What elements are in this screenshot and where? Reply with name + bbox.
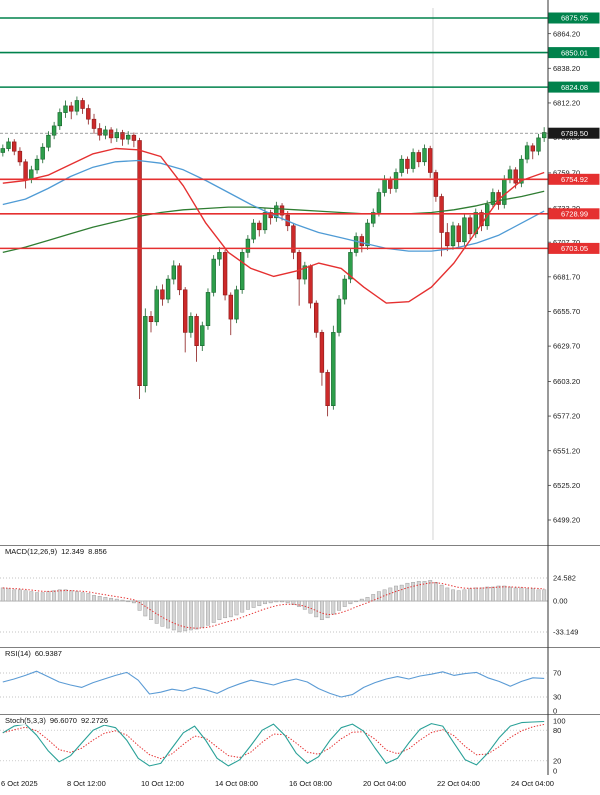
svg-text:6850.01: 6850.01 [561, 48, 588, 57]
svg-text:6824.08: 6824.08 [561, 83, 588, 92]
svg-text:6838.20: 6838.20 [553, 64, 580, 73]
svg-text:6728.99: 6728.99 [561, 210, 588, 219]
rsi-value: 60.9387 [34, 649, 62, 658]
svg-text:6577.20: 6577.20 [553, 412, 580, 421]
svg-text:6525.20: 6525.20 [553, 481, 580, 490]
time-axis-label: 6 Oct 2025 [1, 779, 38, 788]
time-axis-label: 10 Oct 12:00 [141, 779, 184, 788]
rsi-name: RSI(14) [5, 649, 31, 658]
macd-name: MACD(12,26,9) [5, 547, 58, 556]
svg-text:30: 30 [553, 693, 561, 702]
ma-fast-line [2, 147, 545, 304]
current-price-tag: 6789.50 [548, 127, 600, 139]
time-axis-label: 8 Oct 12:00 [67, 779, 106, 788]
macd-signal-line [2, 582, 545, 629]
macd-histogram [0, 580, 547, 633]
candles-layer [0, 96, 547, 417]
svg-text:6629.70: 6629.70 [553, 342, 580, 351]
macd-panel-canvas[interactable]: 24.582 0.00 -33.149 [0, 545, 600, 647]
time-axis-label: 20 Oct 04:00 [363, 779, 406, 788]
macd-indicator-label: MACD(12,26,9) 12.349 8.856 [3, 547, 109, 556]
stoch-indicator-label: Stoch(5,3,3) 96.6070 92.2726 [3, 716, 111, 725]
macd-grid: 24.582 0.00 -33.149 [0, 574, 578, 637]
svg-text:6707.70: 6707.70 [553, 238, 580, 247]
price-chart-canvas[interactable]: 6864.206838.206812.206786.206759.706733.… [0, 0, 600, 545]
stoch-k-value: 96.6070 [49, 716, 77, 725]
svg-text:6603.20: 6603.20 [553, 377, 580, 386]
price-axis-ticks: 6864.206838.206812.206786.206759.706733.… [548, 29, 580, 525]
stoch-d-line [2, 723, 545, 760]
svg-text:6655.70: 6655.70 [553, 307, 580, 316]
time-axis-label: 24 Oct 04:00 [511, 779, 554, 788]
resistance-price-tag: 6875.95 [548, 12, 600, 24]
svg-text:80: 80 [553, 726, 561, 735]
resistance-price-tag: 6824.08 [548, 81, 600, 93]
svg-text:24.582: 24.582 [553, 574, 576, 583]
svg-text:6681.70: 6681.70 [553, 272, 580, 281]
rsi-indicator-label: RSI(14) 60.9387 [3, 649, 64, 658]
svg-text:6759.70: 6759.70 [553, 168, 580, 177]
support-lines [0, 178, 548, 250]
stoch-name: Stoch(5,3,3) [5, 716, 46, 725]
rsi-panel-canvas[interactable]: 70 30 0 [0, 647, 600, 714]
support-price-tag: 6754.92 [548, 173, 600, 185]
svg-text:0.00: 0.00 [553, 597, 568, 606]
macd-main-value: 12.349 [61, 547, 85, 556]
rsi-line [2, 670, 545, 698]
svg-text:6864.20: 6864.20 [553, 29, 580, 38]
support-price-tag: 6728.99 [548, 208, 600, 220]
svg-text:70: 70 [553, 669, 561, 678]
ma-slow-line [2, 190, 545, 254]
time-axis-label: 14 Oct 08:00 [215, 779, 258, 788]
resistance-lines [0, 17, 548, 88]
svg-text:6499.20: 6499.20 [553, 516, 580, 525]
svg-text:6875.95: 6875.95 [561, 14, 588, 23]
support-price-tag: 6703.05 [548, 242, 600, 254]
svg-text:6551.20: 6551.20 [553, 446, 580, 455]
macd-signal-value: 8.856 [88, 547, 107, 556]
svg-text:6754.92: 6754.92 [561, 175, 588, 184]
stoch-d-value: 92.2726 [80, 716, 109, 725]
svg-text:-33.149: -33.149 [553, 628, 578, 637]
svg-text:0: 0 [553, 707, 557, 714]
time-axis-label: 16 Oct 08:00 [289, 779, 332, 788]
rsi-grid: 70 30 0 [0, 669, 561, 714]
svg-text:20: 20 [553, 756, 561, 765]
svg-text:100: 100 [553, 717, 566, 726]
svg-text:6789.50: 6789.50 [561, 129, 588, 138]
time-axis-label: 22 Oct 04:00 [437, 779, 480, 788]
svg-text:0: 0 [553, 767, 557, 775]
resistance-price-tag: 6850.01 [548, 47, 600, 59]
svg-text:6703.05: 6703.05 [561, 244, 588, 253]
time-axis[interactable]: 6 Oct 2025 8 Oct 12:00 10 Oct 12:00 14 Oct … [0, 775, 600, 795]
svg-text:6812.20: 6812.20 [553, 99, 580, 108]
stoch-k-line [2, 720, 545, 767]
